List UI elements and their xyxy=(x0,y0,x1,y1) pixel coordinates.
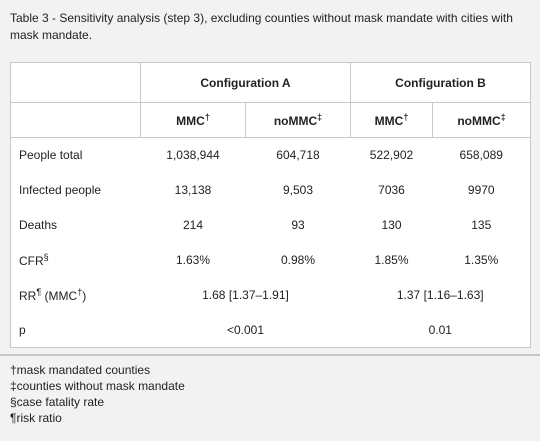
footnote-mark: † xyxy=(204,112,210,122)
row-label: CFR§ xyxy=(11,243,141,278)
footnote-mark: † xyxy=(77,287,83,297)
subheader: noMMC‡ xyxy=(432,102,531,138)
cell: 0.01 xyxy=(428,322,452,337)
label-text: p xyxy=(19,322,26,337)
row: Deaths 214 93 130 135 xyxy=(11,208,531,243)
cell: 1.35% xyxy=(464,253,499,267)
corner-cell xyxy=(10,102,141,138)
footnote-mark: ¶ xyxy=(36,287,42,297)
cell: 0.98% xyxy=(280,253,316,267)
cell: <0.001 xyxy=(226,322,265,337)
subheader: MMC† xyxy=(140,102,246,138)
cell: 522,902 xyxy=(369,148,414,163)
footnote-mark: § xyxy=(43,252,49,262)
group-header: Configuration A xyxy=(140,62,351,103)
cell: 1,038,944 xyxy=(166,148,220,163)
cell: 9970 xyxy=(467,183,495,197)
cell: 658,089 xyxy=(459,148,503,163)
label-text: People total xyxy=(19,148,83,163)
row-label: People total xyxy=(11,138,141,173)
footnotes: †mask mandated counties ‡counties without… xyxy=(0,354,540,426)
footnote-mark: ‡ xyxy=(317,112,323,122)
label-text: ) xyxy=(82,289,87,303)
table: Configuration A Configuration B MMC† noMM… xyxy=(10,62,531,348)
cell: 93 xyxy=(291,218,305,232)
subheader-text: noMMC xyxy=(273,114,318,128)
subheader-text: MMC xyxy=(374,114,404,128)
footnote: ‡counties without mask mandate xyxy=(10,379,185,393)
cell: 135 xyxy=(471,218,492,232)
label-text: Infected people xyxy=(19,183,102,197)
label-text: RR xyxy=(19,289,37,303)
cell: 9,503 xyxy=(282,183,314,197)
row-label: Infected people xyxy=(11,173,141,208)
row: Infected people 13,138 9,503 7036 9970 xyxy=(11,173,531,208)
row: CFR§ 1.63% 0.98% 1.85% 1.35% xyxy=(11,243,531,278)
cell: 7036 xyxy=(378,183,405,197)
row: RR¶ (MMC†) 1.68 [1.37–1.91] 1.37 [1.16–1.6… xyxy=(11,278,531,313)
row: People total 1,038,944 604,718 522,902 658,0… xyxy=(11,138,531,173)
row-label: Deaths xyxy=(11,208,141,243)
cell: 1.68 [1.37–1.91] xyxy=(202,288,289,302)
footnote: †mask mandated counties xyxy=(10,363,151,377)
subheader-text: noMMC xyxy=(457,114,501,128)
cell: 13,138 xyxy=(174,183,212,197)
row: p <0.001 0.01 xyxy=(11,313,531,348)
subheader-text: MMC xyxy=(176,114,205,128)
label-text: CFR xyxy=(19,254,44,268)
label-text: (MMC xyxy=(41,289,78,303)
cell: 130 xyxy=(381,218,402,232)
subheader: noMMC‡ xyxy=(245,102,351,138)
cell: 1.37 [1.16–1.63] xyxy=(396,288,484,302)
caption: Table 3 - Sensitivity analysis (step 3),… xyxy=(10,11,513,42)
subheader: MMC† xyxy=(350,102,433,138)
cell: 604,718 xyxy=(276,148,320,163)
corner-cell xyxy=(10,62,141,103)
cell: 1.63% xyxy=(175,253,211,267)
footnote: §case fatality rate xyxy=(10,395,105,409)
footnote: ¶risk ratio xyxy=(10,411,62,425)
row-label: p xyxy=(11,313,141,348)
row-label: RR¶ (MMC†) xyxy=(11,278,141,313)
label-text: Deaths xyxy=(19,218,58,232)
footnote-mark: † xyxy=(403,112,409,122)
cell: 1.85% xyxy=(374,253,409,267)
cell: 214 xyxy=(182,218,204,232)
group-header: Configuration B xyxy=(350,62,531,103)
footnote-mark: ‡ xyxy=(500,112,506,122)
